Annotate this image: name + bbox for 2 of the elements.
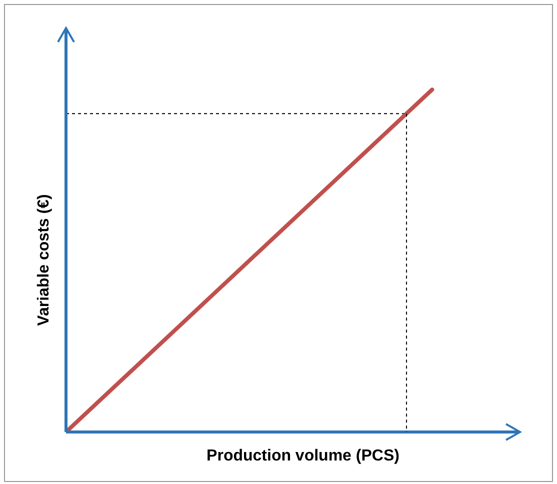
x-axis-title: Production volume (PCS) xyxy=(206,447,400,464)
y-axis-title: Variable costs (€) xyxy=(35,194,52,326)
